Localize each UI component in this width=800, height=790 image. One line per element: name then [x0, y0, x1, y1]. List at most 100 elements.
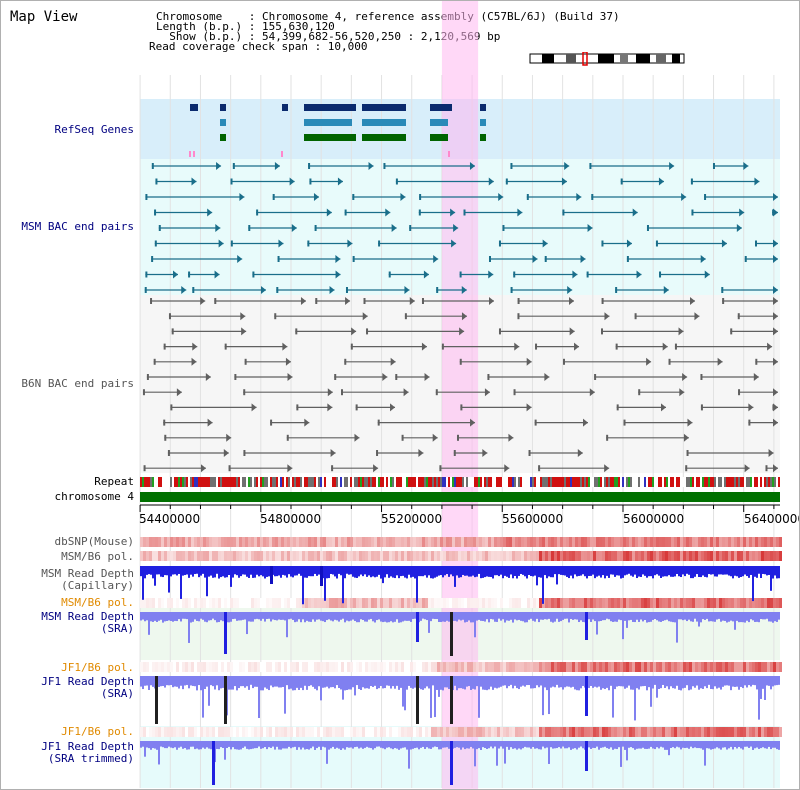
- jf1-trim-depth-bar: [560, 741, 562, 749]
- bac-end: [314, 225, 317, 231]
- repeat-segment: [218, 477, 220, 487]
- jf1-sra-depth-bar: [278, 676, 280, 688]
- msm-sra-depth-bar: [676, 612, 678, 643]
- msm-cap-depth-bar: [714, 566, 716, 577]
- msm-b6-pol-sra-cell: [230, 598, 233, 608]
- msm-b6-pol-sra-cell: [152, 598, 155, 608]
- msm-cap-depth-bar: [772, 566, 774, 579]
- bac-end-arrow: [773, 327, 778, 336]
- jf1-trim-depth-bar: [328, 741, 330, 750]
- msm-cap-depth-bar: [274, 566, 276, 577]
- jf1-sra-depth-bar: [702, 676, 704, 689]
- msm-cap-depth-bar: [602, 566, 604, 576]
- jf1-b6-pol-cell: [191, 662, 194, 672]
- jf1-b6-pol-trim-cell: [398, 727, 401, 737]
- msm-b6-pol-cell: [287, 551, 290, 561]
- jf1-b6-pol-trim-cell: [263, 727, 266, 737]
- chromosome-ideogram[interactable]: [528, 52, 686, 66]
- jf1-b6-pol-cell: [605, 662, 608, 672]
- msm-sra-depth-bar: [212, 612, 214, 619]
- msm-sra-depth-bar: [516, 612, 518, 621]
- jf1-trim-depth-bar: [424, 741, 426, 749]
- dbsnp-cell: [557, 537, 560, 547]
- bac-end-arrow: [700, 255, 706, 263]
- msm-sra-depth-bar: [646, 612, 648, 623]
- repeat-segment: [380, 477, 382, 487]
- dbsnp-cell: [368, 537, 371, 547]
- msm-sra-depth-bar: [464, 612, 466, 623]
- msm-sra-depth-bar: [266, 612, 268, 619]
- jf1-b6-pol-cell: [602, 662, 605, 672]
- msm-b6-pol-cell: [167, 551, 170, 561]
- msm-cap-depth-bar: [454, 566, 456, 587]
- msm-b6-pol-sra-cell: [716, 598, 719, 608]
- dbsnp-cell: [584, 537, 587, 547]
- jf1-trim-depth-bar: [634, 741, 636, 750]
- msm-sra-depth-bar: [518, 612, 520, 620]
- jf1-trim-depth-bar: [732, 741, 734, 750]
- msm-cap-depth-bar: [638, 566, 640, 577]
- msm-b6-pol-cell: [560, 551, 563, 561]
- jf1-trim-depth-bar: [562, 741, 564, 747]
- msm-cap-depth-bar: [344, 566, 346, 579]
- bac-end-arrow: [218, 239, 224, 248]
- jf1-b6-pol-cell: [623, 662, 626, 672]
- jf1-trim-depth-bar: [710, 741, 712, 750]
- msm-b6-pol-cell: [722, 551, 725, 561]
- msm-b6-pol-cell: [524, 551, 527, 561]
- msm-sra-depth-bar: [434, 612, 436, 620]
- bac-end-arrow: [424, 373, 430, 381]
- bac-end: [419, 194, 422, 200]
- jf1-sra-depth-bar: [624, 676, 626, 689]
- msm-cap-depth-bar: [670, 566, 672, 577]
- msm-cap-depth-bar: [620, 566, 622, 579]
- msm-sra-depth-bar: [146, 612, 148, 621]
- msm-cap-depth-bar: [416, 566, 418, 603]
- repeat-segment: [458, 477, 460, 487]
- jf1-trim-depth-bar: [244, 741, 246, 747]
- jf1-b6-pol-trim-cell: [452, 727, 455, 737]
- jf1-trim-depth-bar: [164, 741, 166, 749]
- repeat-segment: [332, 477, 334, 487]
- jf1-b6-pol-trim-cell: [635, 727, 638, 737]
- bac-end: [691, 209, 694, 216]
- msm-sra-depth-bar: [374, 612, 376, 623]
- bac-end-arrow: [291, 224, 297, 232]
- jf1-b6-pol-cell: [653, 662, 656, 672]
- dbsnp-cell: [575, 537, 578, 547]
- msm-sra-depth-bar: [170, 612, 172, 621]
- repeat-segment: [586, 477, 588, 487]
- repeat-segment: [498, 477, 500, 487]
- jf1-sra-depth-bar: [704, 676, 706, 687]
- msm-b6-pol-cell: [650, 551, 653, 561]
- repeat-segment: [496, 477, 498, 487]
- jf1-sra-depth-bar: [150, 676, 152, 686]
- msm-sra-depth-bar: [362, 612, 364, 621]
- jf1-trim-depth-bar: [508, 741, 510, 750]
- gene-exon: [190, 104, 198, 111]
- msm-cap-depth-bar: [686, 566, 688, 574]
- jf1-trim-depth-bar: [396, 741, 398, 749]
- jf1-trim-depth-bar: [686, 741, 688, 748]
- msm-b6-pol-cell: [317, 551, 320, 561]
- jf1-b6-pol-cell: [599, 662, 602, 672]
- jf1-trim-depth-bar: [662, 741, 664, 748]
- msm-b6-pol-sra-cell: [758, 598, 761, 608]
- jf1-trim-depth-bar: [408, 741, 410, 769]
- jf1-trim-depth-bar: [258, 741, 260, 747]
- bac-end-arrow: [564, 162, 570, 170]
- jf1-sra-depth-bar: [576, 676, 578, 691]
- msm-cap-depth-bar: [722, 566, 724, 575]
- repeat-segment: [650, 477, 652, 487]
- jf1-b6-pol-cell: [725, 662, 728, 672]
- repeat-segment: [214, 477, 216, 487]
- msm-sra-depth-bar: [414, 612, 416, 619]
- jf1-trim-depth-bar: [754, 741, 756, 749]
- jf1-b6-pol-cell: [710, 662, 713, 672]
- msm-b6-pol-sra-cell: [680, 598, 683, 608]
- msm-sra-depth-bar: [476, 612, 478, 621]
- jf1-b6-pol-trim-cell: [611, 727, 614, 737]
- dbsnp-cell: [779, 537, 782, 547]
- jf1-sra-depth-bar: [260, 676, 262, 691]
